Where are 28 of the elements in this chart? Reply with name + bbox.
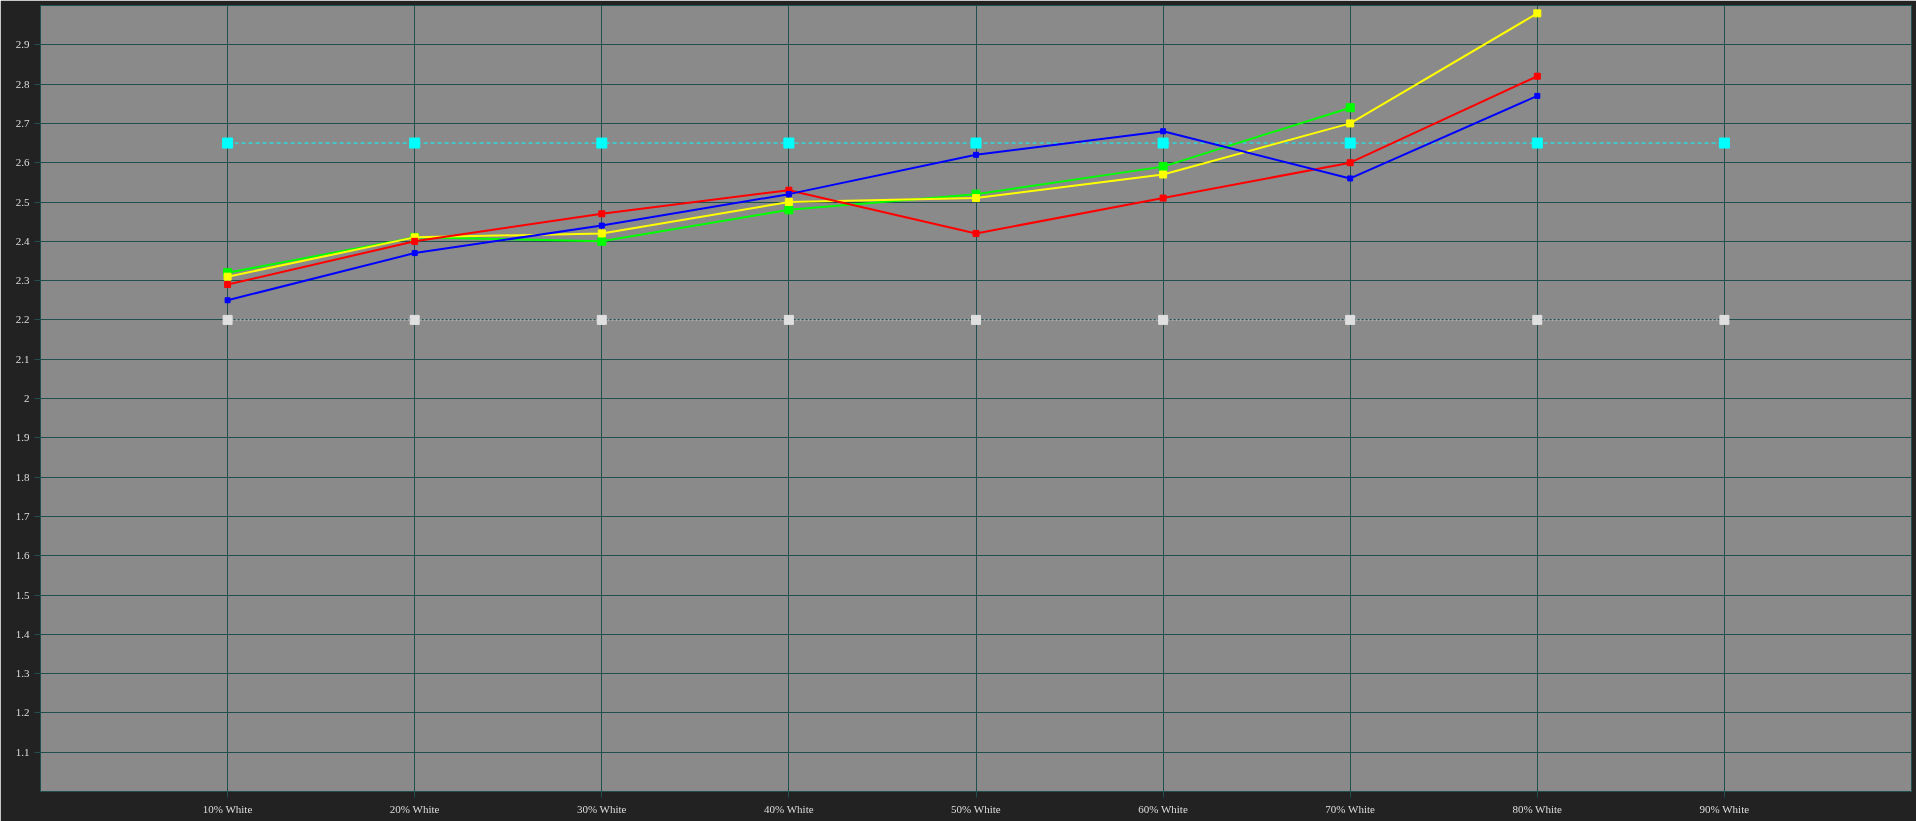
- x-tick-label: 80% White: [1512, 802, 1563, 815]
- y-tick-label: 1.9: [15, 431, 30, 444]
- y-tick-label: 2.8: [15, 77, 30, 90]
- y-tick-label: 2.3: [15, 274, 30, 287]
- y-tick-label: 2.4: [15, 234, 30, 247]
- y-tick-label: 1.8: [15, 470, 30, 483]
- y-tick-label: 1.6: [15, 549, 30, 562]
- y-tick-label: 1.4: [15, 627, 30, 640]
- y-tick-label: 2.7: [15, 116, 30, 129]
- y-tick-label: 2.2: [15, 313, 30, 326]
- x-tick-label: 20% White: [389, 802, 440, 815]
- x-tick-label: 50% White: [951, 802, 1001, 815]
- y-tick-label: 1.3: [15, 667, 30, 680]
- x-tick-label: 70% White: [1325, 802, 1376, 815]
- y-tick-label: 1.5: [15, 588, 30, 601]
- y-tick-label: 1.2: [15, 706, 30, 719]
- x-tick-label: 60% White: [1138, 802, 1188, 815]
- x-tick-label: 30% White: [576, 802, 627, 815]
- x-tick-label: 10% White: [202, 802, 253, 815]
- y-tick-label: 2.5: [15, 195, 30, 208]
- x-tick-label: 40% White: [764, 802, 814, 815]
- y-tick-label: 2: [24, 392, 30, 404]
- y-tick-label: 2.9: [15, 38, 30, 51]
- x-tick-label: 90% White: [1699, 802, 1750, 815]
- y-tick-label: 1.1: [15, 745, 30, 758]
- y-tick-label: 2.6: [15, 156, 30, 169]
- y-tick-label: 1.7: [15, 509, 30, 522]
- y-tick-label: 2.1: [15, 352, 30, 365]
